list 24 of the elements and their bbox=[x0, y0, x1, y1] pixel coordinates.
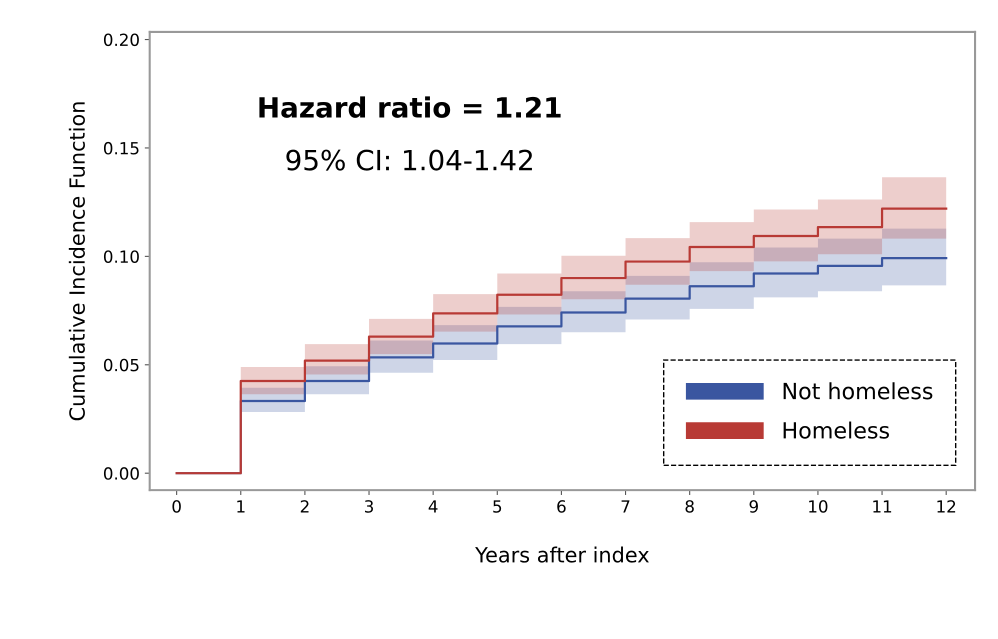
annotation: Hazard ratio = 1.21 bbox=[259, 96, 561, 118]
x-tick-label: 8 bbox=[686, 500, 694, 513]
x-tick-label: 10 bbox=[809, 500, 828, 513]
x-tick-label: 12 bbox=[937, 500, 956, 512]
legend-label: Homeless bbox=[784, 422, 890, 439]
y-tick-label: 0.20 bbox=[104, 34, 139, 46]
y-tick-label: 0.05 bbox=[104, 358, 139, 372]
x-tick-label: 7 bbox=[622, 500, 630, 512]
x-tick-label: 9 bbox=[750, 500, 758, 513]
annotation: 95% CI: 1.04-1.42 bbox=[286, 150, 532, 171]
x-tick-label: 3 bbox=[364, 500, 373, 513]
x-tick-label: 5 bbox=[493, 500, 502, 513]
x-axis-title: Years after index bbox=[475, 546, 649, 563]
x-tick-label: 1 bbox=[237, 500, 245, 512]
y-tick-label: 0.10 bbox=[104, 250, 139, 263]
x-tick-label: 11 bbox=[873, 500, 892, 512]
x-tick-label: 4 bbox=[428, 500, 438, 512]
x-tick-label: 0 bbox=[172, 500, 181, 513]
x-tick-label: 2 bbox=[300, 500, 309, 512]
y-tick-label: 0.00 bbox=[104, 467, 139, 480]
y-axis-title: Cumulative Incidence Function bbox=[68, 102, 85, 420]
legend-label: Not homeless bbox=[784, 382, 932, 400]
y-tick-label: 0.15 bbox=[104, 142, 139, 155]
x-tick-label: 6 bbox=[557, 500, 566, 513]
